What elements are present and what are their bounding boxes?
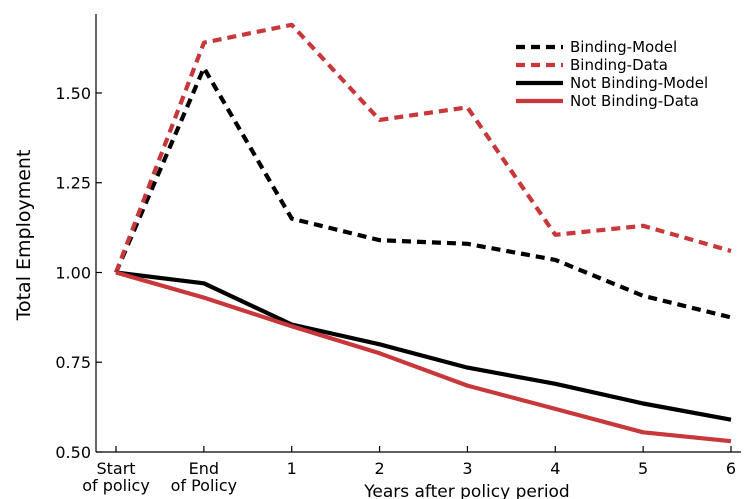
x-tick-label: Start <box>96 459 135 478</box>
series-lines <box>114 22 732 444</box>
series-line-not-binding-model <box>115 270 732 422</box>
y-tick-label: 1.25 <box>55 174 91 193</box>
y-tick-label: 0.75 <box>55 353 91 372</box>
x-tick-label: of policy <box>82 476 150 495</box>
x-tick-label: 1 <box>287 459 297 478</box>
x-tick-label: 2 <box>374 459 384 478</box>
legend-label: Not Binding-Model <box>570 74 708 92</box>
series-line-not-binding-data <box>115 270 732 444</box>
legend-label: Not Binding-Data <box>570 92 699 110</box>
y-tick-label: 1.50 <box>55 84 91 103</box>
x-tick-label: 4 <box>550 459 560 478</box>
x-tick-label: 3 <box>462 459 472 478</box>
y-tick-label: 1.00 <box>55 263 91 282</box>
x-tick-label: 6 <box>726 459 736 478</box>
x-tick-label: 5 <box>638 459 648 478</box>
series-line-binding-model <box>114 65 732 320</box>
x-axis-label: Years after policy period <box>363 482 569 499</box>
legend-label: Binding-Data <box>570 56 668 74</box>
x-tick-label: End <box>189 459 219 478</box>
y-axis-label: Total Employment <box>13 150 35 322</box>
y-tick-label: 0.50 <box>55 443 91 462</box>
x-tick-label: of Policy <box>171 476 238 495</box>
legend-label: Binding-Model <box>570 38 677 56</box>
series-line-binding-data <box>114 22 732 274</box>
